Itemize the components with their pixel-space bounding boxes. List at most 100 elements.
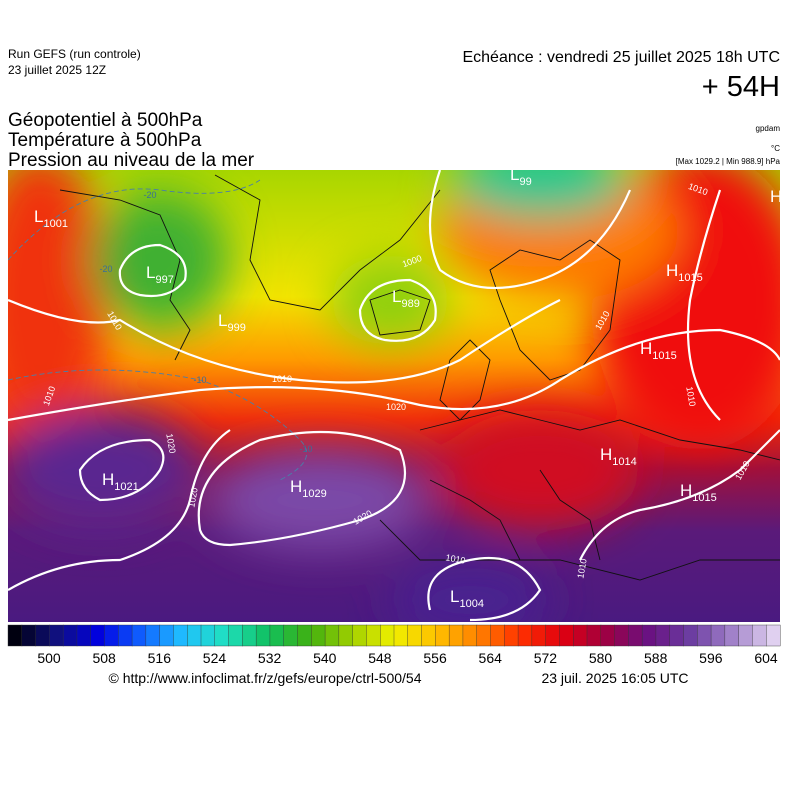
colorbar-swatch [752,624,767,647]
colorbar-label: 532 [258,650,282,666]
center-letter: L [450,587,459,606]
colorbar-label: 596 [699,650,723,666]
colorbar-swatch [435,624,450,647]
colorbar-swatch [641,624,657,647]
colorbar-swatch [490,624,505,647]
colorbar-swatch [187,624,202,647]
unit-gpdam: gpdam [756,124,781,133]
colorbar-swatch [586,624,602,647]
unit-pressure: [Max 1029.2 | Min 988.9] hPa [676,157,781,166]
center-value: 1001 [43,218,67,230]
colorbar-swatch [545,624,560,647]
colorbar-swatch [531,624,547,647]
pressure-center: H [770,187,782,206]
colorbar-swatch [228,624,243,647]
colorbar-swatch [269,624,285,647]
pressure-center: H1021 [102,470,139,493]
colorbar-swatch [200,624,216,647]
lead-time: + 54H [702,71,780,103]
colorbar-swatch [683,624,698,647]
colorbar-swatch [462,624,478,647]
colorbar-swatch [517,624,533,647]
pressure-center: L1004 [450,587,484,610]
isobar-label: 1010 [445,552,466,565]
colorbar-swatch [366,624,381,647]
center-letter: H [680,481,692,500]
colorbar-label: 516 [148,650,172,666]
colorbar-swatch [393,624,409,647]
colorbar-swatch [7,624,23,647]
center-value: 1015 [692,492,716,504]
colorbar-label: 540 [313,650,337,666]
map-title: Pression au niveau de la mer [8,150,255,171]
colorbar-label: 588 [644,650,668,666]
center-value: 1029 [302,488,326,500]
colorbar-swatch [145,624,161,647]
colorbar-swatch [62,624,78,647]
pressure-center: H1015 [640,339,677,362]
colorbar-swatch [504,624,519,647]
center-letter: L [392,287,401,306]
colorbar-swatch [76,624,92,647]
center-letter: L [34,207,43,226]
pressure-center: L997 [146,263,174,286]
colorbar-swatch [21,624,37,647]
colorbar-swatch [131,624,147,647]
center-letter: L [146,263,155,282]
colorbar-swatch [338,624,354,647]
colorbar-swatch [421,624,436,647]
colorbar-label: 564 [479,650,503,666]
colorbar-swatch [118,624,133,647]
colorbar-label: 572 [534,650,558,666]
colorbar-swatch [573,624,588,647]
unit-temp: °C [771,144,780,153]
pressure-center: L99 [510,165,532,188]
run-date: 23 juillet 2025 12Z [8,63,106,77]
pressure-center: H1015 [666,261,703,284]
pressure-center: L999 [218,311,246,334]
isobar-label: 1010 [272,374,292,384]
colorbar-swatch [724,624,740,647]
colorbar-swatch [448,624,464,647]
pressure-center: H1014 [600,445,637,468]
center-value: 1015 [678,272,702,284]
colorbar-swatch [90,624,106,647]
colorbar-swatch [600,624,616,647]
center-value: 1021 [114,481,138,493]
map [8,170,780,622]
colorbar-swatch [655,624,671,647]
colorbar-swatch [104,624,119,647]
center-value: 99 [519,176,531,188]
colorbar-label: 604 [754,650,778,666]
colorbar-swatch [49,624,64,647]
colorbar-swatch [407,624,423,647]
temperature-label: -10 [299,444,312,454]
colorbar-swatch [159,624,174,647]
colorbar-swatch [173,624,188,647]
colorbar-swatch [628,624,643,647]
colorbar-swatch [283,624,299,647]
colorbar-swatch [738,624,753,647]
colorbar-swatch [35,624,50,647]
center-letter: H [666,261,678,280]
colorbar-swatch [710,624,726,647]
colorbar-label: 500 [37,650,61,666]
colorbar-swatch [380,624,395,647]
colorbar-swatch [476,624,492,647]
colorbar-swatch [697,624,712,647]
isobar-label: 1010 [684,386,697,407]
temperature-label: -20 [143,190,156,200]
colorbar-swatch [669,624,685,647]
colorbar-swatch [242,624,257,647]
center-letter: H [600,445,612,464]
colorbar-swatch [766,624,781,647]
center-value: 999 [227,322,245,334]
source-url: © http://www.infoclimat.fr/z/gefs/europe… [108,670,421,686]
isobar-label: 1020 [386,402,406,412]
pressure-center: H1015 [680,481,717,504]
colorbar-swatch [559,624,574,647]
pressure-center: L1001 [34,207,68,230]
colorbar-label: 524 [203,650,227,666]
center-letter: L [510,165,519,184]
center-letter: H [102,470,114,489]
